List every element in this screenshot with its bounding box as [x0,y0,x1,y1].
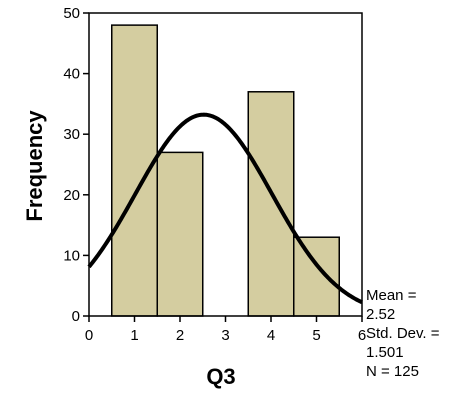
x-axis-title: Q3 [206,364,235,389]
mean-label: Mean = [366,287,417,304]
x-tick-label: 4 [267,327,275,344]
histogram-bar-4 [247,91,295,317]
normal-curve [87,112,363,305]
histogram-bar-5 [293,236,340,317]
y-axis-title: Frequency [22,110,47,222]
y-tick-label: 30 [63,126,80,143]
x-tick-label: 5 [312,327,320,344]
y-axis: 0 10 20 30 40 50 [63,5,89,325]
std-dev-value: 1.501 [366,344,404,361]
mean-value: 2.52 [366,306,396,323]
x-tick-label: 1 [130,327,138,344]
std-dev-label: Std. Dev. = [366,325,440,342]
x-tick-label: 0 [85,327,93,344]
x-tick-label: 2 [176,327,184,344]
x-tick-label: 6 [358,327,366,344]
histogram-bar-2 [156,151,204,317]
y-tick-label: 10 [63,247,80,264]
bars-group [111,24,340,317]
n-label: N = 125 [366,363,419,380]
y-tick-label: 40 [63,66,80,83]
y-tick-label: 0 [72,308,80,325]
statistics-panel: Mean = 2.52 Std. Dev. = 1.501 N = 125 [366,286,440,381]
y-tick-label: 50 [63,5,80,22]
x-axis: 0 1 2 3 4 5 6 [85,316,366,344]
x-tick-label: 3 [221,327,229,344]
y-tick-label: 20 [63,187,80,204]
